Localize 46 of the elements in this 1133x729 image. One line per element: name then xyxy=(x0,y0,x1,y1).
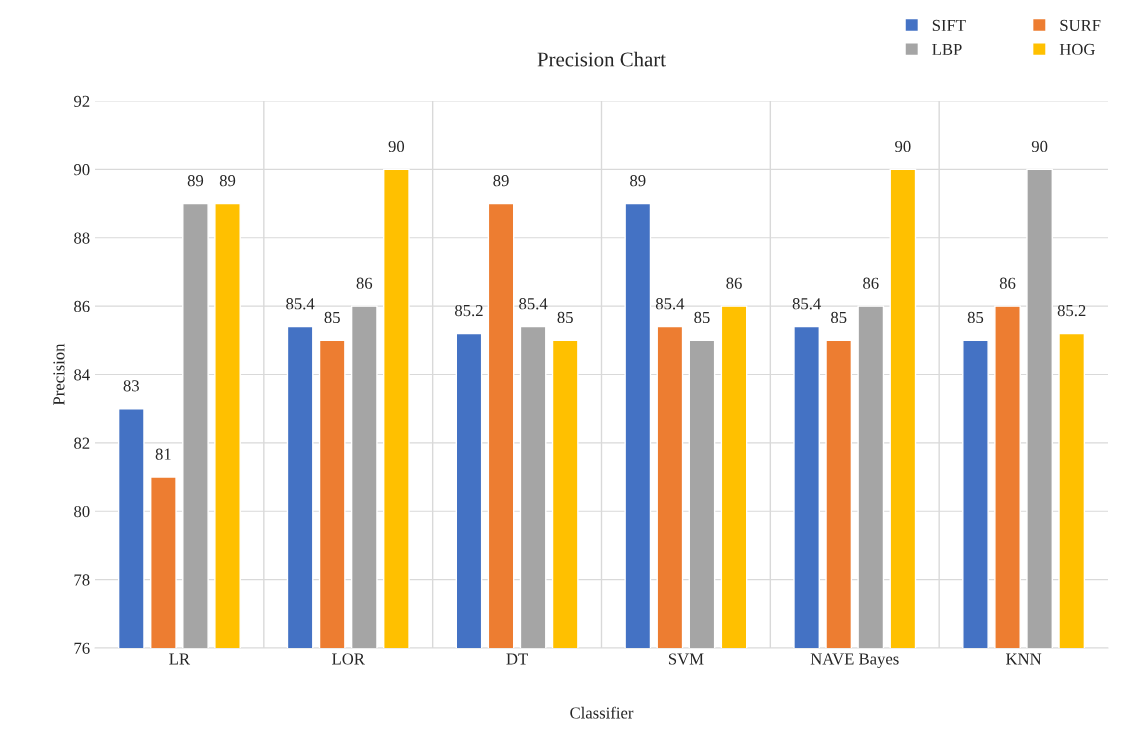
data-label: 90 xyxy=(895,140,911,153)
data-label: 85 xyxy=(967,311,984,324)
legend-label: LBP xyxy=(932,43,962,55)
data-label: 86 xyxy=(999,277,1016,289)
data-label: 89 xyxy=(187,175,204,187)
y-tick-label: 84 xyxy=(74,369,90,381)
data-label: 83 xyxy=(123,380,139,392)
y-tick-label: 80 xyxy=(74,505,90,518)
data-label: 81 xyxy=(155,448,171,460)
data-label: 85 xyxy=(324,311,340,324)
x-tick-label: LR xyxy=(169,653,191,665)
data-label: 89 xyxy=(493,175,509,187)
data-label: 85.4 xyxy=(655,298,685,310)
data-label: 85.2 xyxy=(1057,304,1086,317)
data-label: 89 xyxy=(630,175,646,187)
x-tick-label: LOR xyxy=(332,653,365,665)
y-tick-label: 82 xyxy=(74,437,90,449)
data-label: 85.4 xyxy=(286,298,315,310)
legend-label: SURF xyxy=(1060,19,1101,31)
x-axis-title: Classifier xyxy=(570,706,634,719)
y-axis-title: Precision xyxy=(53,343,65,406)
y-tick-label: 92 xyxy=(74,95,90,107)
data-label: 85.2 xyxy=(455,304,483,317)
x-tick-label: SVM xyxy=(668,653,704,665)
data-label: 85 xyxy=(557,311,573,324)
x-tick-label: NAVE Bayes xyxy=(810,653,899,668)
y-tick-label: 86 xyxy=(74,300,90,313)
data-label: 85 xyxy=(831,311,847,324)
data-label: 90 xyxy=(1031,140,1048,153)
data-label: 86 xyxy=(356,277,373,289)
chart-title: Precision Chart xyxy=(537,51,666,67)
data-label: 89 xyxy=(219,175,236,187)
y-tick-label: 78 xyxy=(74,574,90,586)
data-label: 85.4 xyxy=(519,298,548,310)
data-label: 86 xyxy=(863,277,879,289)
data-label: 85 xyxy=(694,311,710,324)
x-tick-label: KNN xyxy=(1006,653,1042,665)
y-tick-label: 76 xyxy=(74,642,90,654)
legend-label: SIFT xyxy=(932,19,966,31)
y-tick-label: 88 xyxy=(74,232,90,244)
data-label: 90 xyxy=(388,140,405,153)
data-label: 86 xyxy=(726,277,742,289)
legend-label: HOG xyxy=(1059,43,1095,56)
y-tick-label: 90 xyxy=(74,164,90,176)
x-tick-label: DT xyxy=(506,653,528,665)
data-label: 85.4 xyxy=(792,298,821,310)
